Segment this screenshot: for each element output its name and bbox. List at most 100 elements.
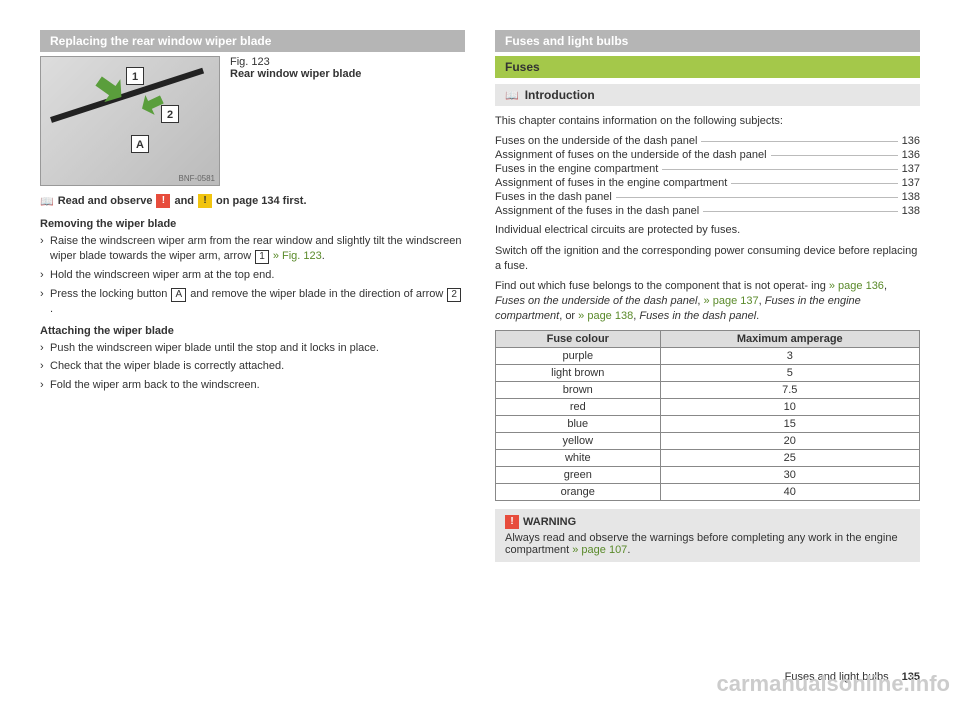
removing-steps: Raise the windscreen wiper arm from the … (40, 234, 465, 317)
read-observe-suffix: on page 134 first. (216, 195, 306, 207)
warning-text-a: Always read and observe the warnings bef… (505, 532, 898, 556)
body3-italic-3: Fuses in the dash panel (639, 310, 756, 322)
page-ref-138: » page 138 (578, 310, 633, 322)
toc-dots (771, 155, 898, 156)
figure-number: Fig. 123 (230, 56, 361, 68)
toc-line: Assignment of fuses on the underside of … (495, 149, 920, 161)
body-text-3: Find out which fuse belongs to the compo… (495, 279, 920, 324)
toc-dots (662, 169, 897, 170)
warning-box: ! WARNING Always read and observe the wa… (495, 509, 920, 562)
book-icon (40, 195, 54, 208)
toc-label: Fuses in the dash panel (495, 191, 612, 203)
td-amp: 5 (660, 364, 919, 381)
td-amp: 30 (660, 466, 919, 483)
toc-dots (701, 141, 897, 142)
list-item: Hold the windscreen wiper arm at the top… (40, 268, 465, 283)
toc-page: 136 (902, 135, 920, 147)
table-row: orange40 (496, 483, 920, 500)
attaching-steps: Push the windscreen wiper blade until th… (40, 341, 465, 394)
warning-heading: ! WARNING (505, 515, 910, 529)
td-colour: brown (496, 381, 661, 398)
body3-italic-1: Fuses on the underside of the dash panel (495, 295, 697, 307)
toc-page: 136 (902, 149, 920, 161)
td-colour: orange (496, 483, 661, 500)
read-observe-prefix: Read and observe (58, 195, 153, 207)
table-row: green30 (496, 466, 920, 483)
warning-label: WARNING (523, 516, 576, 528)
fuse-table: Fuse colour Maximum amperage purple3 lig… (495, 330, 920, 501)
toc-label: Fuses on the underside of the dash panel (495, 135, 697, 147)
sub-title-fuses: Fuses (495, 56, 920, 78)
body-text-2: Switch off the ignition and the correspo… (495, 244, 920, 274)
th-amp: Maximum amperage (660, 330, 919, 347)
footer-section: Fuses and light bulbs (785, 671, 889, 683)
body3a: Find out which fuse belongs to the compo… (495, 280, 829, 292)
toc-label: Assignment of fuses in the engine compar… (495, 177, 727, 189)
figure-label-1: 1 (126, 67, 144, 85)
table-row: red10 (496, 398, 920, 415)
toc-dots (616, 197, 898, 198)
main-title-right: Fuses and light bulbs (495, 30, 920, 52)
attaching-heading: Attaching the wiper blade (40, 325, 465, 337)
td-colour: red (496, 398, 661, 415)
table-row: brown7.5 (496, 381, 920, 398)
warning-text: Always read and observe the warnings bef… (505, 532, 910, 556)
toc-label: Assignment of fuses on the underside of … (495, 149, 767, 161)
list-item: Check that the wiper blade is correctly … (40, 359, 465, 374)
figure-block: 1 2 A BNF-0581 Fig. 123 Rear window wipe… (40, 56, 465, 186)
td-colour: blue (496, 415, 661, 432)
toc-page: 138 (902, 205, 920, 217)
page-ref-107: » page 107 (572, 544, 627, 556)
body-text-1: Individual electrical circuits are prote… (495, 223, 920, 238)
figure-image: 1 2 A BNF-0581 (40, 56, 220, 186)
td-amp: 20 (660, 432, 919, 449)
figure-label-a: A (131, 135, 149, 153)
list-item: Press the locking button A and remove th… (40, 287, 465, 317)
removing-heading: Removing the wiper blade (40, 218, 465, 230)
toc-line: Fuses in the dash panel 138 (495, 191, 920, 203)
footer-page-number: 135 (902, 671, 920, 683)
body3g: . (756, 310, 759, 322)
inline-ref-a: A (171, 288, 186, 302)
toc-line: Assignment of the fuses in the dash pane… (495, 205, 920, 217)
figure-title: Rear window wiper blade (230, 68, 361, 80)
toc-label: Fuses in the engine compartment (495, 163, 658, 175)
fig-ref: » Fig. 123 (270, 250, 322, 262)
step-text: Press the locking button (50, 288, 170, 300)
toc-label: Assignment of the fuses in the dash pane… (495, 205, 699, 217)
td-amp: 3 (660, 347, 919, 364)
td-colour: yellow (496, 432, 661, 449)
left-column: Replacing the rear window wiper blade 1 … (40, 30, 465, 562)
table-row: yellow20 (496, 432, 920, 449)
caution-icon: ! (198, 194, 212, 208)
right-column: Fuses and light bulbs Fuses Introduction… (495, 30, 920, 562)
list-item: Fold the wiper arm back to the windscree… (40, 378, 465, 393)
step-text-end: . (50, 303, 53, 315)
figure-caption: Fig. 123 Rear window wiper blade (230, 56, 361, 186)
list-item: Raise the windscreen wiper arm from the … (40, 234, 465, 264)
toc-line: Fuses in the engine compartment 137 (495, 163, 920, 175)
table-row: purple3 (496, 347, 920, 364)
td-amp: 15 (660, 415, 919, 432)
page-footer: Fuses and light bulbs 135 (785, 671, 920, 683)
page-ref-137: » page 137 (704, 295, 759, 307)
toc-page: 137 (902, 177, 920, 189)
body3e: , or (559, 310, 578, 322)
td-amp: 25 (660, 449, 919, 466)
td-colour: purple (496, 347, 661, 364)
toc-page: 137 (902, 163, 920, 175)
figure-label-2: 2 (161, 105, 179, 123)
toc: Fuses on the underside of the dash panel… (495, 135, 920, 217)
warning-icon: ! (156, 194, 170, 208)
read-observe-note: Read and observe ! and ! on page 134 fir… (40, 194, 465, 208)
td-colour: green (496, 466, 661, 483)
body3b: , (884, 280, 887, 292)
td-colour: white (496, 449, 661, 466)
td-amp: 7.5 (660, 381, 919, 398)
figure-code: BNF-0581 (179, 174, 215, 183)
page-ref-136: » page 136 (829, 280, 884, 292)
td-amp: 40 (660, 483, 919, 500)
toc-line: Assignment of fuses in the engine compar… (495, 177, 920, 189)
intro-text: This chapter contains information on the… (495, 114, 920, 129)
step-text-b: and remove the wiper blade in the direct… (187, 288, 446, 300)
